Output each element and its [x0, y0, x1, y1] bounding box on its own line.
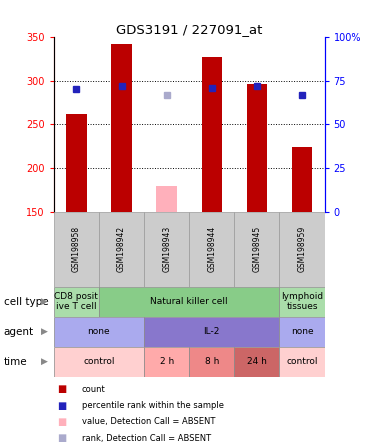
- Bar: [189, 212, 234, 287]
- Text: IL-2: IL-2: [204, 327, 220, 336]
- Bar: [66, 114, 86, 212]
- Text: percentile rank within the sample: percentile rank within the sample: [82, 401, 224, 410]
- Bar: [99, 287, 279, 317]
- Text: control: control: [83, 357, 115, 366]
- Bar: [157, 186, 177, 212]
- Text: CD8 posit
ive T cell: CD8 posit ive T cell: [55, 292, 98, 312]
- Text: none: none: [291, 327, 313, 336]
- Text: cell type: cell type: [4, 297, 48, 307]
- Text: ■: ■: [58, 433, 67, 443]
- Bar: [54, 347, 144, 377]
- Text: GSM198958: GSM198958: [72, 226, 81, 272]
- Bar: [279, 347, 325, 377]
- Text: control: control: [286, 357, 318, 366]
- Bar: [247, 84, 267, 212]
- Bar: [234, 212, 279, 287]
- Text: ■: ■: [58, 385, 67, 394]
- Bar: [144, 347, 189, 377]
- Text: ▶: ▶: [41, 357, 48, 366]
- Bar: [234, 347, 279, 377]
- Text: count: count: [82, 385, 105, 394]
- Bar: [54, 287, 99, 317]
- Bar: [279, 212, 325, 287]
- Bar: [54, 317, 144, 347]
- Text: GSM198943: GSM198943: [162, 226, 171, 273]
- Text: time: time: [4, 357, 27, 367]
- Bar: [292, 147, 312, 212]
- Bar: [144, 317, 279, 347]
- Text: 8 h: 8 h: [204, 357, 219, 366]
- Text: agent: agent: [4, 327, 34, 337]
- Text: GSM198944: GSM198944: [207, 226, 216, 273]
- Text: ■: ■: [58, 401, 67, 411]
- Text: GSM198942: GSM198942: [117, 226, 126, 272]
- Text: lymphoid
tissues: lymphoid tissues: [281, 292, 323, 312]
- Bar: [99, 212, 144, 287]
- Text: ▶: ▶: [41, 297, 48, 306]
- Text: 24 h: 24 h: [247, 357, 267, 366]
- Text: rank, Detection Call = ABSENT: rank, Detection Call = ABSENT: [82, 434, 211, 443]
- Bar: [279, 287, 325, 317]
- Bar: [279, 317, 325, 347]
- Bar: [111, 44, 132, 212]
- Text: ■: ■: [58, 417, 67, 427]
- Text: 2 h: 2 h: [160, 357, 174, 366]
- Text: Natural killer cell: Natural killer cell: [150, 297, 228, 306]
- Text: GSM198959: GSM198959: [298, 226, 306, 273]
- Title: GDS3191 / 227091_at: GDS3191 / 227091_at: [116, 23, 262, 36]
- Text: none: none: [88, 327, 110, 336]
- Text: ▶: ▶: [41, 327, 48, 336]
- Bar: [144, 212, 189, 287]
- Bar: [201, 57, 222, 212]
- Bar: [54, 212, 99, 287]
- Text: GSM198945: GSM198945: [252, 226, 262, 273]
- Bar: [189, 347, 234, 377]
- Text: value, Detection Call = ABSENT: value, Detection Call = ABSENT: [82, 417, 215, 427]
